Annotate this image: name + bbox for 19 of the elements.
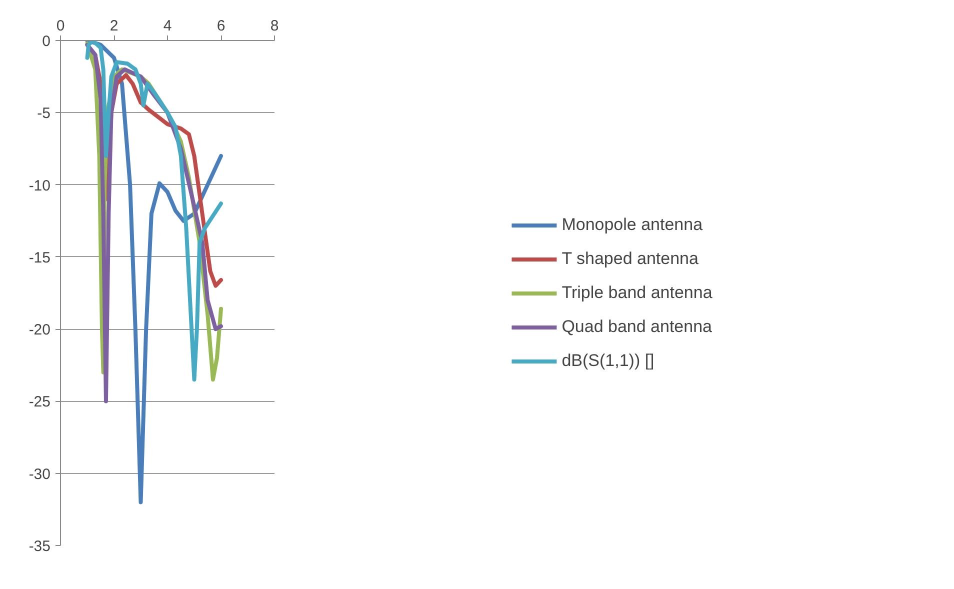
x-tick-label: 2: [110, 18, 118, 34]
y-tick-label: -20: [28, 322, 51, 339]
y-tick-label: -35: [28, 538, 51, 555]
y-tick-label: -15: [28, 249, 51, 266]
y-tick-label: 0: [42, 33, 50, 50]
legend-label: Triple band antenna: [562, 282, 712, 302]
y-tick-label: -10: [28, 177, 51, 194]
y-tick-label: -25: [28, 394, 51, 411]
legend-label: Monopole antenna: [562, 214, 703, 234]
legend-label: Quad band antenna: [562, 316, 712, 336]
x-tick-label: 4: [163, 18, 172, 34]
y-tick-label: -30: [28, 466, 51, 483]
x-tick-label: 6: [216, 18, 226, 34]
legend-label: dB(S(1,1)) []: [562, 350, 654, 370]
x-tick-label: 0: [56, 18, 65, 34]
y-tick-label: -5: [37, 105, 51, 122]
legend-label: T shaped antenna: [562, 248, 698, 268]
line-series: [85, 40, 223, 504]
x-tick-label: 8: [270, 18, 279, 34]
